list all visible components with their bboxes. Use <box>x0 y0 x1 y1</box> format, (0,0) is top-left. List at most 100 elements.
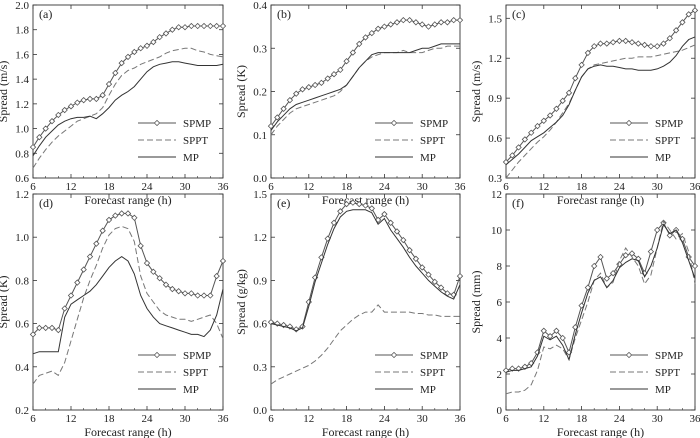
series-line-mp <box>505 223 696 373</box>
data-point-spmp <box>572 75 579 82</box>
data-point-spmp <box>628 39 636 46</box>
x-tick-label: 36 <box>455 181 467 193</box>
data-point-spmp <box>188 22 195 30</box>
legend-label-mp: MP <box>183 384 199 396</box>
data-point-spmp <box>67 292 75 299</box>
data-point-spmp <box>509 365 516 372</box>
data-point-spmp <box>280 105 287 112</box>
x-tick-label: 36 <box>218 413 230 425</box>
x-tick-label: 30 <box>417 181 429 193</box>
panel-label: (e) <box>277 196 290 210</box>
data-point-spmp <box>188 290 195 297</box>
data-point-spmp <box>175 24 182 31</box>
data-point-spmp <box>691 262 699 270</box>
legend-label-mp: MP <box>420 152 436 164</box>
data-point-spmp <box>584 49 592 57</box>
y-axis-label: Spread (m/s) <box>0 61 10 123</box>
legend-label-spmp: SPMP <box>655 350 683 362</box>
data-point-spmp <box>374 216 382 224</box>
data-point-spmp <box>42 125 49 132</box>
panel-label: (a) <box>39 7 52 21</box>
data-point-spmp <box>330 71 338 78</box>
data-point-spmp <box>419 21 426 28</box>
legend-marker <box>390 351 398 359</box>
data-point-spmp <box>456 16 464 24</box>
y-tick-label: 1.0 <box>15 232 29 244</box>
data-point-spmp <box>137 242 144 250</box>
data-point-spmp <box>175 288 182 295</box>
y-tick-label: 1.8 <box>15 25 29 37</box>
data-point-spmp <box>29 143 37 151</box>
data-point-spmp <box>181 290 189 297</box>
x-tick-label: 6 <box>268 413 274 425</box>
data-point-spmp <box>194 22 201 30</box>
data-point-spmp <box>540 327 547 334</box>
data-point-spmp <box>86 253 94 260</box>
data-point-spmp <box>74 279 81 286</box>
data-point-spmp <box>381 23 388 30</box>
data-point-spmp <box>61 106 68 114</box>
legend-label-sppt: SPPT <box>655 367 680 379</box>
data-point-spmp <box>213 22 220 30</box>
data-point-spmp <box>356 200 363 208</box>
x-axis-label: Forecast range (h) <box>322 425 409 438</box>
data-point-spmp <box>691 7 699 14</box>
data-point-spmp <box>641 41 648 49</box>
x-tick-label: 18 <box>104 181 116 193</box>
data-point-spmp <box>99 92 106 99</box>
data-point-spmp <box>521 363 529 370</box>
x-tick-label: 12 <box>303 413 314 425</box>
y-tick-label: 1.0 <box>15 124 29 136</box>
y-tick-label: 1.4 <box>15 74 29 86</box>
data-point-spmp <box>42 324 49 332</box>
x-tick-label: 12 <box>303 181 314 193</box>
series-line-mp <box>270 209 461 332</box>
legend-label-spmp: SPMP <box>420 118 448 130</box>
data-point-spmp <box>156 275 163 282</box>
data-point-spmp <box>36 324 43 332</box>
series-line-sppt <box>505 44 696 179</box>
y-tick-label: 0.4 <box>15 362 29 374</box>
series-line-sppt <box>270 45 460 136</box>
data-point-spmp <box>412 19 420 26</box>
data-point-spmp <box>93 240 100 247</box>
data-point-spmp <box>591 43 598 50</box>
series-line-mp <box>32 61 224 157</box>
data-point-spmp <box>80 266 87 273</box>
data-point-spmp <box>450 16 457 24</box>
y-axis-label: Spread (g/kg) <box>234 269 248 335</box>
data-point-spmp <box>578 302 585 309</box>
data-point-spmp <box>553 327 560 334</box>
data-point-spmp <box>131 214 138 221</box>
legend-label-mp: MP <box>183 152 199 164</box>
series-line-spmp <box>505 221 696 371</box>
data-point-spmp <box>362 34 369 41</box>
data-point-spmp <box>150 268 157 275</box>
chart-panel-a: 6 12 18 24 30 36 0.6 0.8 1.0 1.2 1.4 1.6 1.8 2.0 (a) Fo… <box>0 0 229 207</box>
data-point-spmp <box>143 259 151 267</box>
data-point-spmp <box>162 281 170 288</box>
legend-marker <box>625 119 633 127</box>
y-tick-label: 10 <box>491 225 503 237</box>
legend-label-sppt: SPPT <box>183 135 208 147</box>
data-point-spmp <box>80 96 87 104</box>
x-tick-label: 6 <box>503 413 509 425</box>
x-tick-label: 36 <box>690 181 700 193</box>
data-point-spmp <box>267 122 275 130</box>
series-line-mp <box>32 255 224 355</box>
data-point-spmp <box>137 45 144 52</box>
y-tick-label: 8 <box>497 261 503 273</box>
data-point-spmp <box>572 324 579 331</box>
x-tick-label: 18 <box>341 181 353 193</box>
x-tick-label: 24 <box>142 181 154 193</box>
y-tick-label: 0 <box>497 405 503 417</box>
y-tick-label: 1.5 <box>253 189 267 201</box>
data-point-spmp <box>55 326 62 334</box>
panel-label: (f) <box>512 196 524 210</box>
legend-label-sppt: SPPT <box>655 135 680 147</box>
x-tick-label: 6 <box>30 181 36 193</box>
data-point-spmp <box>609 270 617 277</box>
data-point-spmp <box>194 292 201 299</box>
data-point-spmp <box>584 284 592 291</box>
data-point-spmp <box>286 323 294 330</box>
